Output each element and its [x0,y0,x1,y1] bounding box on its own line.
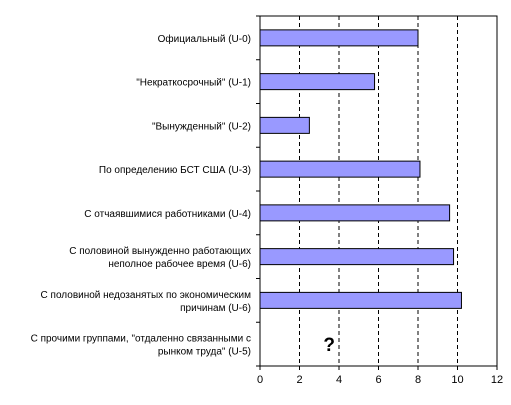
unknown-value-marker: ? [323,335,335,356]
category-label-4: С отчаявшимися работниками (U-4) [84,208,251,220]
x-tick-label-2: 2 [296,374,302,386]
x-tick-label-8: 8 [415,374,421,386]
bar-3 [259,160,421,178]
bar-6 [259,291,462,309]
bars [259,29,462,309]
category-label-6-line-0: С половиной недозанятых по экономическим [41,290,252,301]
category-label-0: Официальный (U-0) [158,33,251,45]
x-tick-label-4: 4 [336,374,342,386]
category-label-7-line-0: С прочими группами, "отдаленно связанным… [31,334,251,345]
x-tick-label-10: 10 [451,374,463,386]
category-label-3: По определению БСТ США (U-3) [99,165,251,176]
bar-5 [259,248,455,266]
category-label-5-line-0: С половиной вынужденно работающих [69,245,251,257]
bar-0 [259,29,419,47]
category-label-7-line-1: рынком труда" (U-5) [158,347,251,358]
axes [256,15,498,370]
bar-4 [259,204,451,222]
grid-lines [299,16,498,366]
x-tick-labels: 0 2 4 6 8 10 12 [257,374,503,386]
x-tick-label-0: 0 [257,374,263,386]
category-label-6-line-1: причинам (U-6) [180,303,251,314]
x-tick-label-6: 6 [375,374,381,386]
category-label-5-line-1: неполное рабочее время (U-6) [108,258,251,270]
bar-2 [259,116,310,134]
bar-1 [259,73,376,91]
category-labels: Официальный (U-0) "Некраткосрочный" (U-1)… [31,33,252,358]
category-label-1: "Некраткосрочный" (U-1) [136,78,251,89]
category-label-2: "Вынужденный" (U-2) [152,121,251,132]
x-tick-label-12: 12 [491,374,503,386]
